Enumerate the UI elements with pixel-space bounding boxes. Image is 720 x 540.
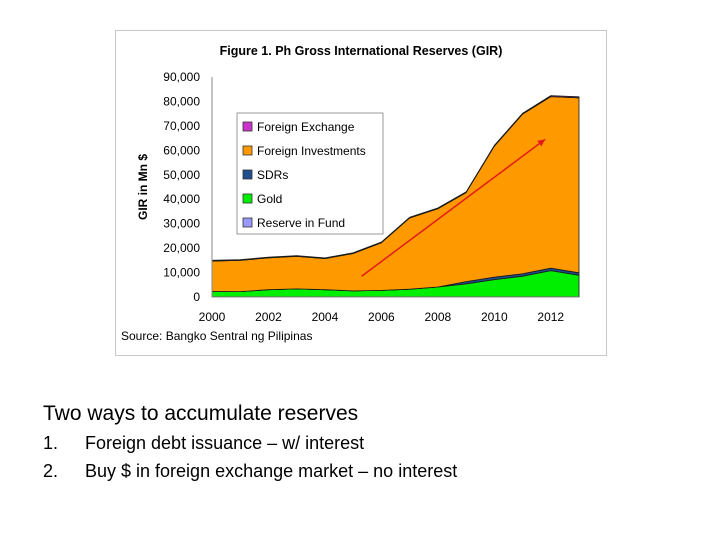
y-tick-label: 30,000 xyxy=(163,217,200,231)
list-item-text: Buy $ in foreign exchange market – no in… xyxy=(85,461,458,481)
y-tick-label: 40,000 xyxy=(163,192,200,206)
y-tick-label: 80,000 xyxy=(163,94,200,108)
x-tick-label: 2006 xyxy=(368,310,395,324)
x-tick-label: 2002 xyxy=(255,310,282,324)
x-tick-label: 2008 xyxy=(424,310,451,324)
x-tick-label: 2000 xyxy=(199,310,226,324)
chart-frame: Figure 1. Ph Gross International Reserve… xyxy=(115,30,607,356)
legend-swatch xyxy=(242,217,253,228)
y-tick-label: 70,000 xyxy=(163,119,200,133)
y-tick-label: 0 xyxy=(193,290,200,304)
list-item-number: 1. xyxy=(43,433,59,453)
list-item: 1. Foreign debt issuance – w/ interest xyxy=(43,433,364,454)
chart-title: Figure 1. Ph Gross International Reserve… xyxy=(220,44,503,58)
x-tick-label: 2010 xyxy=(481,310,508,324)
legend-swatch xyxy=(242,145,253,156)
legend-label: Reserve in Fund xyxy=(257,216,345,230)
gir-area-chart: Figure 1. Ph Gross International Reserve… xyxy=(121,44,580,343)
slide-heading: Two ways to accumulate reserves xyxy=(43,402,359,425)
trend-arrow-head xyxy=(537,139,546,147)
x-tick-label: 2004 xyxy=(312,310,339,324)
trend-arrow-line xyxy=(361,138,546,277)
y-axis-label: GIR in Mn $ xyxy=(136,154,150,220)
list-item-text: Foreign debt issuance – w/ interest xyxy=(85,433,365,453)
legend-swatch xyxy=(242,193,253,204)
y-tick-label: 50,000 xyxy=(163,168,200,182)
legend-label: Foreign Exchange xyxy=(257,120,355,134)
y-tick-label: 10,000 xyxy=(163,266,200,280)
legend-label: Foreign Investments xyxy=(257,144,366,158)
legend-label: Gold xyxy=(257,192,282,206)
y-tick-label: 60,000 xyxy=(163,143,200,157)
list-item: 2. Buy $ in foreign exchange market – no … xyxy=(43,461,457,482)
legend-label: SDRs xyxy=(257,168,288,182)
x-tick-label: 2012 xyxy=(537,310,564,324)
y-tick-label: 20,000 xyxy=(163,241,200,255)
series-area-foreign-exchange xyxy=(211,95,580,262)
chart-source: Source: Bangko Sentral ng Pilipinas xyxy=(121,329,312,343)
legend-box xyxy=(236,112,384,235)
y-tick-label: 90,000 xyxy=(163,70,200,84)
legend-swatch xyxy=(242,169,253,180)
list-item-number: 2. xyxy=(43,461,59,481)
legend-swatch xyxy=(242,121,253,132)
